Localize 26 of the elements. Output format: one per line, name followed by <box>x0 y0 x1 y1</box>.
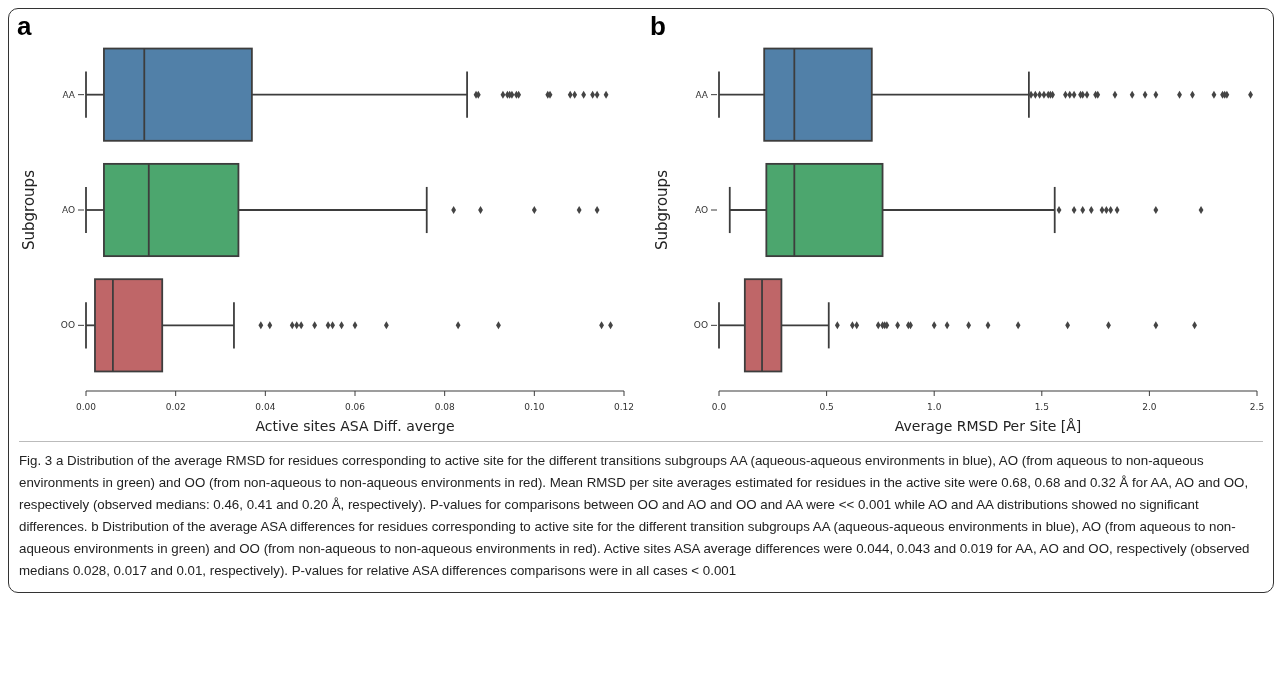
y-axis-title: Subgroups <box>653 169 671 250</box>
x-tick-label: 0.10 <box>524 402 545 412</box>
chart-title: b <box>650 11 666 41</box>
y-axis-title: Subgroups <box>20 169 38 250</box>
x-tick-label: 0.02 <box>165 402 186 412</box>
x-tick-label: 1.5 <box>1034 402 1049 412</box>
y-tick-label: AO <box>61 205 75 216</box>
chart-title: a <box>17 11 32 41</box>
y-tick-label: OO <box>60 320 75 331</box>
x-tick-label: 0.04 <box>255 402 276 412</box>
x-tick-label: 2.0 <box>1142 402 1157 412</box>
x-tick-label: 2.5 <box>1249 402 1265 412</box>
x-tick-label: 0.08 <box>434 402 455 412</box>
y-tick-label: AA <box>695 89 709 100</box>
caption: Fig. 3 a Distribution of the average RMSD for residues corresponding to active site for the different transitions subgroups AA (aqueous-aqueous environments in blue), AO (from aqueous to non-aqueous environments in green) and OO (from non-aqueous to non-aqueous environments in red). Mean RMSD per site averages estimated for residues in the active site were 0.68, 0.68 and 0.32 Å for AA, AO and OO, respectively (observed medians: 0.46, 0.41 and 0.20 Å, respectively). P-values for comparisons between OO and AO and OO and AA were << 0.001 while AO and AA distributions showed no significant differences. b Distribution of the average ASA differences for residues corresponding to active site for the different transition subgroups AA (aqueous-aqueous environments in blue), AO (from aqueous to non-aqueous environments in green) and OO (from non-aqueous to non-aqueous environments in red). Active sites ASA average differences were 0.044, 0.043 and 0.019 for AA, AO and OO, respectively (observed medians 0.028, 0.017 and 0.01, respectively). P-values for relative ASA differences comparisons were in all cases < 0.001 <box>19 452 1251 580</box>
x-tick-label: 0.5 <box>819 402 834 412</box>
x-axis-title: Active sites ASA Diff. averge <box>255 418 455 434</box>
y-tick-label: AA <box>62 89 76 100</box>
x-tick-label: 0.06 <box>344 402 366 412</box>
x-tick-label: 1.0 <box>927 402 942 412</box>
x-tick-label: 0.12 <box>613 402 635 412</box>
y-tick-label: AO <box>694 205 708 216</box>
x-tick-label: 0.00 <box>75 402 97 412</box>
x-tick-label: 0.0 <box>711 402 727 412</box>
x-axis-title: Average RMSD Per Site [Å] <box>894 418 1082 434</box>
y-tick-label: OO <box>693 320 708 331</box>
